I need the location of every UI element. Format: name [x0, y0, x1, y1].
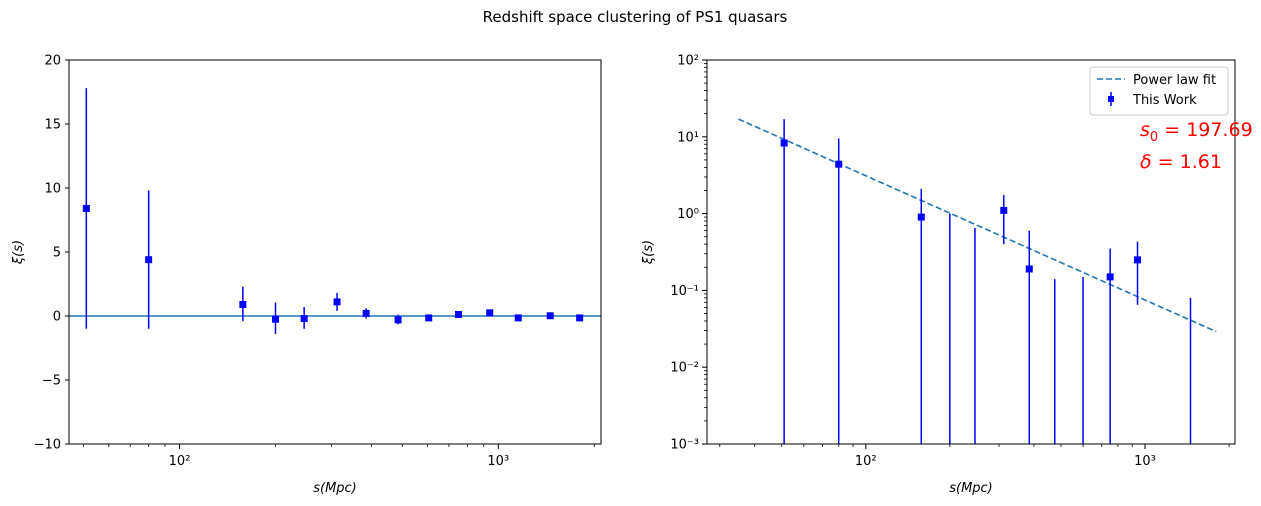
legend-this-work-marker: [1108, 96, 1114, 102]
left-data-point: [576, 314, 584, 322]
left-y-tick-label: 20: [44, 54, 61, 69]
left-data-point: [362, 309, 370, 317]
left-data-point: [82, 204, 90, 212]
left-y-tick-label: 10: [44, 182, 61, 197]
right-y-tick-label: 10⁻³: [670, 438, 699, 453]
power-law-fit-line: [738, 118, 1217, 333]
right-data-point: [835, 160, 843, 168]
legend: Power law fit This Work: [1089, 66, 1229, 116]
right-data-point: [780, 139, 788, 147]
annotation-delta: δ = 1.61: [1140, 151, 1222, 173]
left-data-point: [333, 298, 341, 306]
right-y-axis-label: ξ(s): [641, 240, 656, 265]
left-data-point: [145, 256, 153, 264]
left-data-point: [546, 312, 554, 320]
right-data-point: [1000, 206, 1008, 214]
annotation-s0: s0 = 197.69: [1140, 119, 1253, 145]
right-data-point: [1106, 273, 1114, 281]
right-data-point: [917, 213, 925, 221]
right-plot-frame: [706, 59, 1236, 445]
right-y-tick-label: 10⁰: [677, 207, 699, 222]
legend-this-work-label: This Work: [1132, 93, 1197, 108]
figure-title: Redshift space clustering of PS1 quasars: [483, 8, 788, 26]
left-x-axis-label: s(Mpc): [313, 481, 357, 496]
left-y-axis-label: ξ(s): [11, 240, 26, 265]
left-data-point: [271, 315, 279, 323]
left-y-tick-label: −5: [42, 374, 61, 389]
left-y-tick-label: −10: [34, 438, 61, 453]
left-chart-panel: −10 −5 0 5 10 15 20 10² 10³ s(Mpc) ξ(s): [11, 54, 602, 496]
left-data-point: [514, 314, 522, 322]
left-y-tick-label: 15: [44, 118, 61, 133]
right-y-tick-label: 10⁻²: [670, 361, 699, 376]
right-x-tick-label: 10²: [855, 454, 877, 469]
left-x-tick-label: 10³: [487, 454, 509, 469]
right-y-tick-label: 10¹: [677, 130, 699, 145]
right-data-point: [1134, 256, 1142, 264]
right-data-point: [1025, 265, 1033, 273]
left-y-tick-label: 0: [53, 310, 61, 325]
left-data-point: [239, 300, 247, 308]
left-data-point: [300, 315, 308, 323]
left-x-tick-label: 10²: [169, 454, 191, 469]
left-y-tick-label: 5: [53, 246, 61, 261]
right-y-tick-label: 10²: [677, 54, 699, 69]
right-x-tick-label: 10³: [1134, 454, 1156, 469]
legend-power-law-label: Power law fit: [1133, 73, 1216, 88]
left-data-point: [394, 316, 402, 324]
right-y-tick-label: 10⁻¹: [670, 284, 699, 299]
left-data-point: [486, 309, 494, 317]
right-x-axis-label: s(Mpc): [949, 481, 993, 496]
left-data-point: [454, 310, 462, 318]
left-data-point: [425, 314, 433, 322]
